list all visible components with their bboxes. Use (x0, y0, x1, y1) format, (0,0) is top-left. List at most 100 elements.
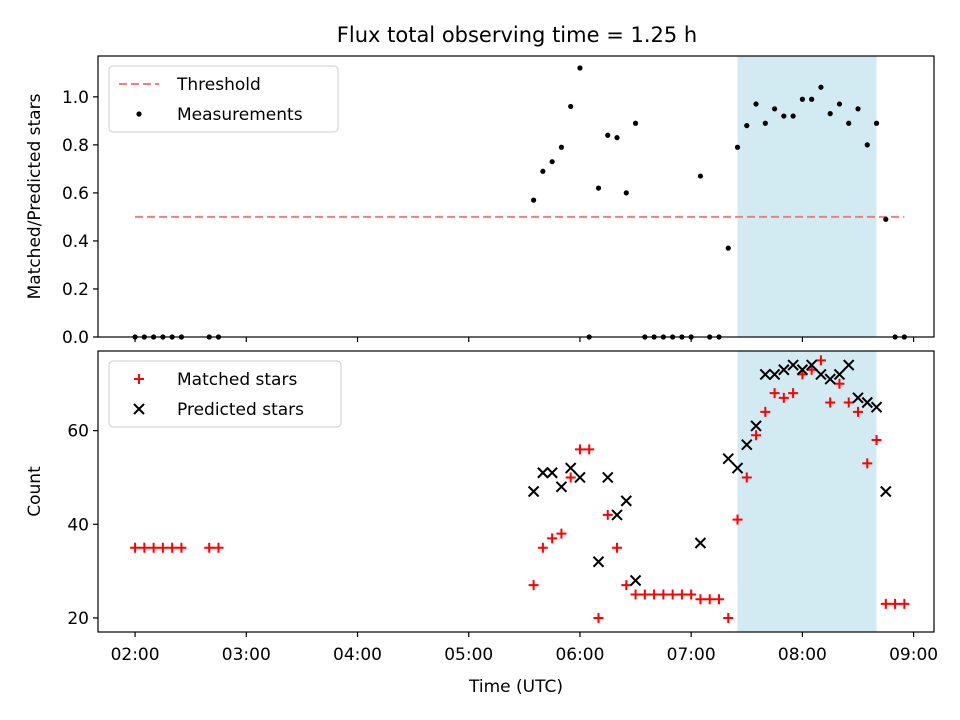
matched-star-point (899, 598, 910, 609)
matched-star-point (667, 589, 678, 600)
matched-star-point (815, 355, 826, 366)
predicted-star-point (611, 509, 623, 521)
matched-star-point (593, 612, 604, 623)
predicted-star-point (815, 368, 827, 381)
matched-star-point (565, 472, 576, 483)
matched-star-point (880, 598, 891, 609)
measurement-point (725, 245, 731, 251)
x-axis-label: Time (UTC) (468, 677, 563, 697)
matched-star-point (130, 542, 141, 553)
predicted-star-point (778, 364, 790, 376)
predicted-star-point (602, 471, 614, 484)
star-count-panel: 20 40 60 02:00 03:00 04:00 05:00 06:00 07:00 08:0… (25, 350, 938, 697)
matched-star-point (167, 542, 178, 553)
legend-predicted-marker (133, 403, 145, 415)
matched-star-point (732, 514, 743, 525)
predicted-star-point (796, 364, 809, 376)
y-tick-label: 0.8 (62, 136, 89, 156)
matched-star-point (639, 589, 650, 600)
measurement-point (809, 96, 815, 102)
matched-star-point (871, 434, 882, 445)
predicted-star-point (861, 396, 873, 409)
predicted-star-point (722, 453, 734, 465)
measurement-point (883, 216, 889, 222)
observing-window-span (737, 56, 877, 337)
matched-star-point (204, 542, 215, 553)
legend-label: Threshold (176, 75, 261, 95)
matched-star-point (825, 397, 836, 408)
measurement-point (595, 185, 602, 191)
matched-star-point (695, 594, 706, 605)
measurement-point (623, 190, 629, 196)
x-tick-label: 07:00 (667, 645, 716, 665)
y-tick-label: 20 (67, 609, 89, 629)
legend-label: Predicted stars (177, 400, 304, 420)
measurement-point (781, 113, 787, 119)
matched-star-point (778, 392, 789, 403)
measurement-point (762, 120, 768, 126)
x-tick-label: 06:00 (555, 645, 604, 665)
predicted-star-point (750, 420, 762, 432)
measurement-point (605, 132, 611, 138)
measurement-point (577, 65, 583, 71)
measurement-point (836, 101, 843, 107)
legend-label: Measurements (177, 105, 303, 125)
predicted-star-point (537, 467, 549, 479)
predicted-star-point (833, 368, 846, 381)
measurement-point (614, 135, 620, 141)
predicted-star-point (787, 359, 799, 371)
measurement-point (531, 197, 537, 203)
measurement-point (697, 173, 704, 179)
matched-star-point (788, 388, 799, 399)
x-tick-label: 03:00 (222, 645, 271, 665)
legend-measurement-marker (136, 111, 142, 117)
matched-star-point (213, 542, 224, 553)
matched-star-point (713, 594, 724, 605)
matched-star-point (760, 406, 771, 417)
matched-star-point (537, 542, 548, 553)
x-tick-label: 08:00 (778, 645, 827, 665)
x-tick-label: 05:00 (444, 645, 493, 665)
y-tick-label: 0.4 (62, 232, 89, 252)
legend-matched-marker (134, 374, 144, 384)
measurement-point (558, 144, 565, 150)
matched-star-point (612, 542, 623, 553)
predicted-star-point (620, 495, 633, 507)
matched-star-point (843, 397, 854, 408)
x-tick-label: 04:00 (333, 645, 382, 665)
measurement-point (855, 106, 861, 112)
predicted-star-point (555, 481, 568, 493)
measurement-point (818, 84, 824, 90)
predicted-star-point (768, 368, 781, 381)
matched-star-point (741, 472, 752, 483)
matched-star-point (834, 378, 845, 389)
predicted-star-point (629, 574, 642, 587)
predicted-star-point (824, 373, 836, 385)
matched-star-point (853, 406, 863, 417)
flux-ratio-panel: 0.0 0.2 0.4 0.6 0.8 1.0 Matched/Predicted star… (25, 55, 935, 348)
matched-star-point (157, 542, 168, 553)
matched-star-point (547, 533, 558, 544)
predicted-star-point (527, 485, 540, 498)
matched-star-point (148, 542, 159, 553)
axes-frame (97, 55, 935, 338)
predicted-star-point (731, 462, 744, 474)
predicted-star-point (741, 438, 753, 451)
predicted-star-point (574, 471, 586, 484)
measurement-point (790, 113, 796, 119)
predicted-star-point (843, 359, 855, 371)
matched-star-point (676, 589, 687, 600)
predicted-star-point (880, 485, 892, 498)
predicted-star-point (759, 368, 772, 381)
matched-star-point (574, 444, 585, 455)
observing-window-span (737, 351, 877, 632)
measurement-point (734, 144, 741, 150)
matched-star-point (769, 388, 780, 399)
measurement-point (632, 120, 639, 126)
y-tick-label: 0.2 (62, 280, 89, 300)
measurement-point (864, 142, 870, 148)
measurement-point (568, 103, 574, 110)
predicted-star-point (694, 537, 707, 549)
axes-frame (97, 350, 935, 633)
